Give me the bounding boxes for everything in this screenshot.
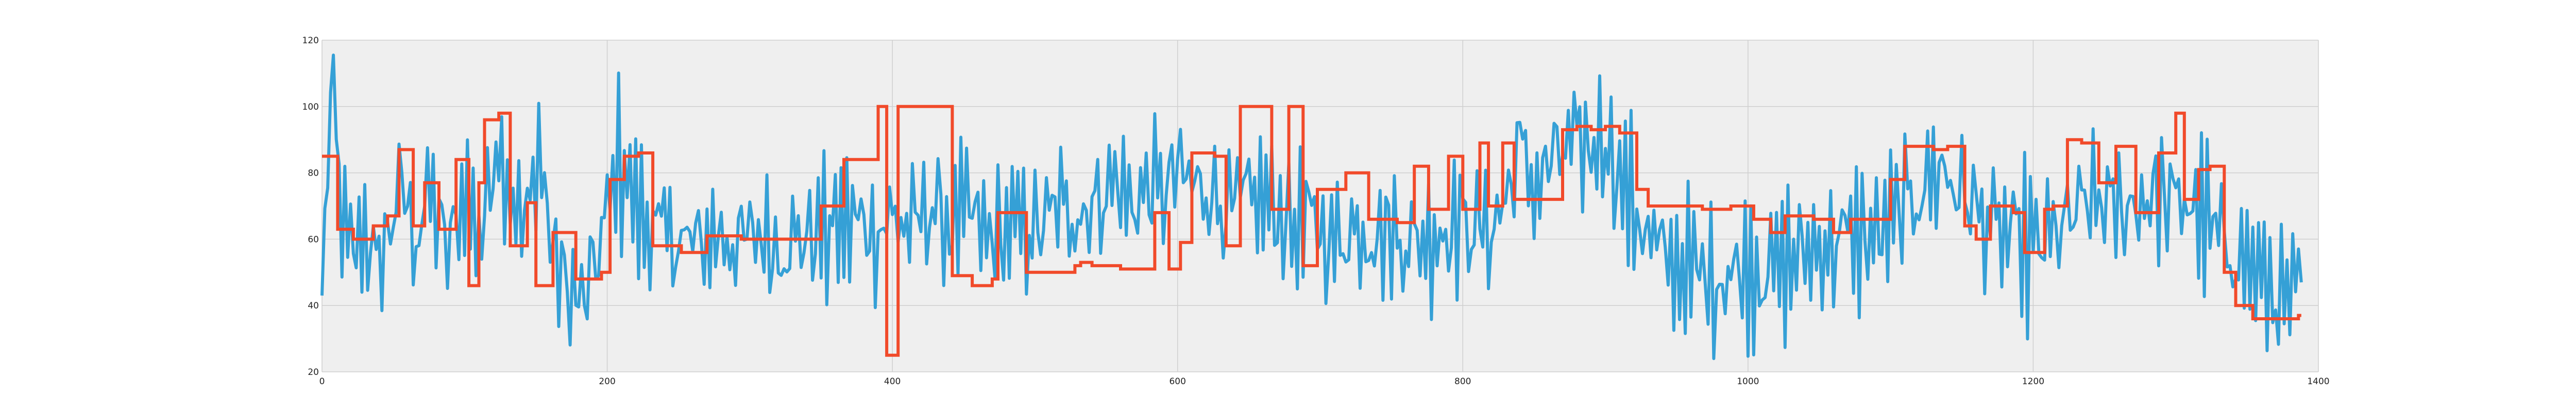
segment-series	[322, 105, 2301, 357]
x-tick-label: 200	[599, 376, 615, 387]
y-tick-label: 20	[308, 367, 319, 377]
y-tick-label: 60	[308, 234, 319, 245]
y-tick-label: 120	[302, 36, 319, 46]
x-axis-ticks: 0 200 400 600 800 1000 1200 1400	[319, 376, 2330, 387]
plot-background	[322, 40, 2318, 372]
x-tick-label: 1000	[1737, 376, 1759, 387]
y-tick-label: 100	[302, 102, 319, 112]
segment-step-line	[322, 105, 2301, 357]
x-tick-label: 800	[1454, 376, 1471, 387]
x-tick-label: 600	[1169, 376, 1185, 387]
x-tick-label: 0	[319, 376, 325, 387]
y-axis-ticks: 20 40 60 80 100 120	[302, 36, 319, 377]
y-tick-label: 80	[308, 168, 319, 179]
x-tick-label: 1400	[2307, 376, 2329, 387]
x-tick-label: 400	[884, 376, 901, 387]
x-tick-label: 1200	[2022, 376, 2044, 387]
y-tick-label: 40	[308, 301, 319, 311]
